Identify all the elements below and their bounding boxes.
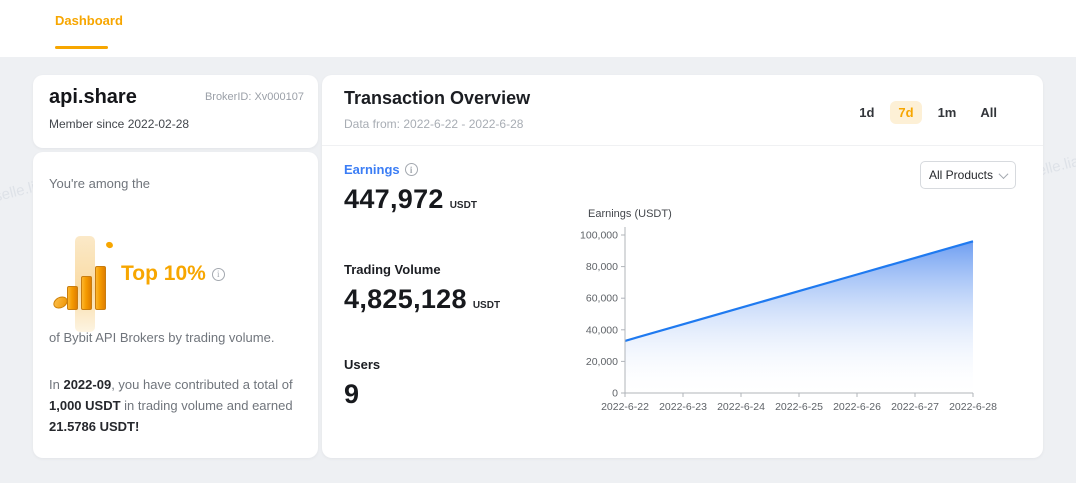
broker-name: api.share xyxy=(49,86,137,108)
header-divider xyxy=(322,145,1043,146)
overview-date-range: Data from: 2022-6-22 - 2022-6-28 xyxy=(344,117,524,131)
rank-badge-label: Top 10% xyxy=(121,262,206,285)
bar-chart-medal-icon xyxy=(51,236,117,332)
tab-active-underline xyxy=(55,46,108,49)
rank-summary: In 2022-09, you have contributed a total… xyxy=(49,374,304,437)
svg-text:60,000: 60,000 xyxy=(586,293,618,305)
member-since: Member since 2022-02-28 xyxy=(49,117,190,131)
svg-text:0: 0 xyxy=(612,388,618,400)
svg-text:100,000: 100,000 xyxy=(580,230,618,242)
info-icon[interactable]: i xyxy=(211,267,225,281)
svg-text:Earnings (USDT): Earnings (USDT) xyxy=(588,208,672,220)
earnings-label: Earnings xyxy=(344,162,400,177)
stat-users: Users 9 xyxy=(344,356,380,410)
range-7d[interactable]: 7d xyxy=(890,101,922,124)
svg-text:2022-6-28: 2022-6-28 xyxy=(949,401,997,413)
broker-id: BrokerID: Xv000107 xyxy=(204,91,304,103)
time-range-selector: 1d 7d 1m All xyxy=(851,101,1005,124)
summary-earned: 21.5786 USDT! xyxy=(49,419,140,434)
top-navigation-bar: Dashboard xyxy=(0,0,1076,57)
transaction-overview-card: Transaction Overview Data from: 2022-6-2… xyxy=(322,75,1043,458)
earnings-unit: USDT xyxy=(449,200,477,211)
axes: 0 20,000 40,000 60,000 80,000 100,000 2022-6-2… xyxy=(580,208,997,413)
sparkle-dot xyxy=(105,240,114,250)
summary-text: in trading volume and earned xyxy=(120,398,293,413)
earnings-chart-svg: 0 20,000 40,000 60,000 80,000 100,000 2022-6-2… xyxy=(580,208,997,413)
overview-title: Transaction Overview xyxy=(344,88,531,108)
earnings-line xyxy=(624,240,974,342)
summary-text: , you have contributed a total of xyxy=(111,377,293,392)
range-all[interactable]: All xyxy=(980,105,997,120)
trading-volume-unit: USDT xyxy=(472,300,501,311)
svg-text:2022-6-27: 2022-6-27 xyxy=(891,401,939,413)
info-icon[interactable]: i xyxy=(404,163,418,176)
bar-small xyxy=(67,286,78,310)
trading-volume-label: Trading Volume xyxy=(344,262,441,277)
earnings-area-chart: 0 20,000 40,000 60,000 80,000 100,000 2022-6-2… xyxy=(565,203,1037,421)
svg-text:2022-6-22: 2022-6-22 xyxy=(601,401,649,413)
area-fill xyxy=(625,241,973,393)
range-1m[interactable]: 1m xyxy=(937,105,957,120)
range-1d[interactable]: 1d xyxy=(859,105,875,120)
rank-caption: of Bybit API Brokers by trading volume. xyxy=(49,330,275,345)
svg-text:80,000: 80,000 xyxy=(586,261,618,273)
rank-intro-text: You're among the xyxy=(49,176,151,191)
earnings-value: 447,972 xyxy=(344,184,444,214)
svg-text:40,000: 40,000 xyxy=(586,324,618,336)
users-value: 9 xyxy=(344,379,360,409)
earnings-metric-toggle[interactable]: Earnings i xyxy=(344,162,418,177)
summary-text: In xyxy=(49,377,64,392)
products-filter-dropdown[interactable]: All Products xyxy=(920,161,1016,189)
products-filter-label: All Products xyxy=(928,168,994,182)
broker-profile-card: api.share BrokerID: Xv000107 Member sinc… xyxy=(33,75,318,148)
bar-medium xyxy=(81,276,92,310)
svg-text:2022-6-23: 2022-6-23 xyxy=(659,401,707,413)
summary-month: 2022-09 xyxy=(63,377,112,392)
chevron-down-icon xyxy=(998,168,1009,179)
users-label: Users xyxy=(344,357,381,372)
svg-text:2022-6-25: 2022-6-25 xyxy=(775,401,823,413)
svg-text:20,000: 20,000 xyxy=(586,356,618,368)
svg-text:2022-6-24: 2022-6-24 xyxy=(717,401,765,413)
summary-volume: 1,000 USDT xyxy=(49,398,121,413)
bar-large xyxy=(95,266,106,310)
tab-dashboard[interactable]: Dashboard xyxy=(55,13,123,28)
svg-text:2022-6-26: 2022-6-26 xyxy=(833,401,881,413)
stat-earnings: Earnings i 447,972 USDT xyxy=(344,161,477,215)
rank-badge-row: Top 10% i xyxy=(121,262,225,286)
rank-card: You're among the Top 10% i of Bybit API … xyxy=(33,152,318,458)
stat-trading-volume: Trading Volume 4,825,128 USDT xyxy=(344,261,500,315)
trading-volume-value: 4,825,128 xyxy=(344,284,467,314)
